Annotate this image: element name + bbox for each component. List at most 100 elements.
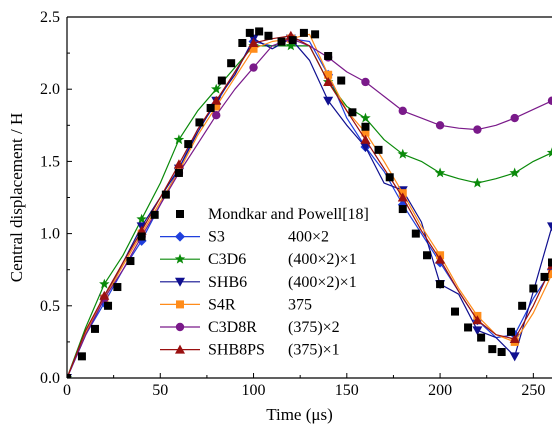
series-shb8ps xyxy=(67,30,552,378)
series-point xyxy=(249,44,258,53)
reference-point xyxy=(264,31,273,40)
reference-point xyxy=(311,30,320,39)
series-point xyxy=(397,148,408,159)
reference-point xyxy=(361,122,370,131)
legend-params: (400×2)×1 xyxy=(288,251,357,268)
reference-point xyxy=(529,284,538,293)
reference-point xyxy=(113,283,122,292)
reference-point xyxy=(385,173,394,182)
legend-swatch-marker xyxy=(175,231,185,242)
legend-entry: SHB8PS (375)×1 xyxy=(160,342,340,359)
legend-name: C3D6 xyxy=(208,251,246,268)
series-point xyxy=(473,125,482,134)
series-point xyxy=(248,37,259,47)
series-line xyxy=(67,33,552,378)
series-point xyxy=(435,254,446,264)
y-tick-label: 0.5 xyxy=(40,298,60,315)
legend-entry: S4R 375 xyxy=(160,296,312,313)
legend-swatch-marker xyxy=(175,344,185,354)
reference-point xyxy=(277,37,286,46)
series-point xyxy=(211,95,222,105)
series-point xyxy=(212,110,221,120)
x-tick-label: 250 xyxy=(521,382,545,399)
series-line xyxy=(67,35,552,378)
reference-point xyxy=(238,38,247,47)
reference-point xyxy=(206,103,215,112)
series-layer xyxy=(67,27,552,378)
reference-point xyxy=(436,280,445,289)
legend-entry: S3 400×2 xyxy=(160,229,329,246)
series-point xyxy=(360,112,371,123)
legend-swatch-marker xyxy=(175,322,185,332)
series-point xyxy=(547,96,552,105)
reference-point xyxy=(245,28,254,37)
legend-entry: SHB6 (400×2)×1 xyxy=(160,274,357,291)
series-point xyxy=(323,96,334,106)
reference-point xyxy=(337,76,346,85)
reference-point xyxy=(540,272,549,281)
legend-name: S3 xyxy=(208,229,225,246)
reference-point xyxy=(548,258,552,267)
series-point xyxy=(509,167,520,178)
legend-entry: C3D6 (400×2)×1 xyxy=(160,251,357,268)
reference-point xyxy=(255,27,264,36)
x-tick-label: 50 xyxy=(152,382,168,399)
reference-point xyxy=(411,229,420,238)
reference-point xyxy=(464,323,473,332)
legend-params: 400×2 xyxy=(288,229,329,246)
reference-point xyxy=(67,374,71,378)
reference-point xyxy=(451,307,459,316)
reference-point xyxy=(77,352,86,361)
reference-point xyxy=(477,333,486,342)
reference-point xyxy=(488,345,497,354)
series-point xyxy=(397,192,408,202)
x-tick-label: 150 xyxy=(335,382,359,399)
legend-swatch-marker xyxy=(176,300,184,309)
series-point xyxy=(472,326,483,336)
reference-point xyxy=(161,190,170,199)
y-tick-label: 2.0 xyxy=(40,81,60,98)
y-tick-label: 0.0 xyxy=(40,370,60,387)
legend-name: S4R xyxy=(208,296,236,313)
x-ticks: 0 50 100 150 200 250 xyxy=(63,373,545,399)
x-tick-label: 0 xyxy=(63,382,71,399)
series-point xyxy=(472,315,483,325)
series-reference xyxy=(67,27,552,378)
series-point xyxy=(360,134,371,144)
reference-point xyxy=(104,301,113,310)
series-line xyxy=(67,38,552,378)
series-point xyxy=(435,121,445,130)
legend-params: (375)×1 xyxy=(288,342,340,359)
reference-point xyxy=(174,168,183,177)
x-tick-label: 200 xyxy=(428,382,452,399)
reference-point xyxy=(348,108,357,117)
legend-name: C3D8R xyxy=(208,319,257,336)
series-point xyxy=(136,225,147,235)
legend-params: (400×2)×1 xyxy=(288,274,357,291)
reference-point xyxy=(324,51,333,60)
reference-point xyxy=(299,28,308,37)
y-tick-label: 1.0 xyxy=(40,226,60,243)
y-tick-label: 1.5 xyxy=(40,153,60,170)
reference-point xyxy=(184,140,193,149)
series-point xyxy=(99,278,110,289)
series-point xyxy=(173,134,185,145)
legend-name: Mondkar and Powell[18] xyxy=(208,206,369,223)
series-point xyxy=(509,334,520,344)
series-point xyxy=(136,213,147,224)
reference-point xyxy=(506,327,515,336)
series-point xyxy=(212,102,221,111)
legend-swatch-marker xyxy=(174,253,186,264)
series-point xyxy=(548,270,552,279)
x-axis-title: Time (μs) xyxy=(266,405,333,424)
series-point xyxy=(324,70,333,79)
legend-params: 375 xyxy=(288,296,312,313)
y-tick-label: 2.5 xyxy=(40,9,60,26)
legend-swatch-marker xyxy=(176,210,184,218)
series-point xyxy=(360,142,371,152)
reference-point xyxy=(195,118,204,127)
reference-point xyxy=(150,210,159,219)
series-point xyxy=(173,159,184,169)
